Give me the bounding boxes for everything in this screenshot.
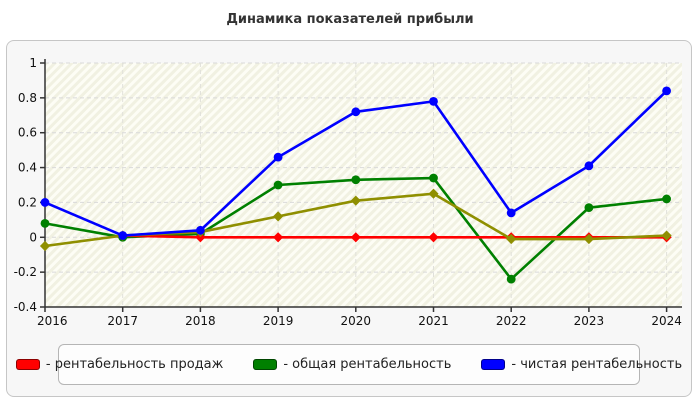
y-tick-label: 0.4 [18,161,37,175]
chart-panel: 1 0.8 0.6 0.4 0.2 0 -0.2 -0.4 2016 2017 2018 2019 20… [6,40,692,397]
x-tick-label: 2016 [37,314,68,328]
y-tick-label: 0.2 [18,195,37,209]
legend-item: - рентабельность продаж [15,357,224,372]
legend-item-label: - чистая рентабельность [511,357,683,372]
x-tick-label: 2021 [418,314,449,328]
data-point-marker [428,188,439,199]
legend-item-label: - общая рентабельность [283,357,452,372]
data-point-marker [506,208,516,218]
data-point-marker [351,107,361,117]
data-point-marker [583,233,594,245]
legend-item: - общая рентабельность [253,357,451,372]
plot-background [45,63,682,307]
data-point-marker [118,231,128,240]
data-point-marker [350,232,361,243]
legend-swatch [253,359,278,370]
legend-swatch [15,359,40,370]
x-tick-label: 2023 [574,314,605,328]
legend: - рентабельность продаж - общая рентабель… [15,344,682,385]
data-point-marker [506,274,516,284]
data-point-marker [584,203,594,213]
x-tick-label: 2018 [185,314,216,328]
data-point-marker [273,152,283,162]
data-point-marker [662,194,671,204]
data-point-marker [584,161,594,171]
data-point-marker [40,198,50,207]
x-tick-label: 2017 [107,314,138,328]
x-tick-label: 2024 [651,314,682,328]
data-point-marker [40,218,50,228]
data-point-marker [273,180,283,190]
series-line [122,234,667,239]
y-tick-label: -0.4 [14,300,37,314]
y-tick-label: 0.8 [18,91,37,105]
legend-item-label: - рентабельность продаж [45,357,224,372]
page-title: Динамика показателей прибыли [226,12,474,27]
legend-swatch [481,359,506,370]
legend-item: - чистая рентабельность [481,357,682,372]
y-tick-label: 0.6 [18,126,37,140]
y-tick-label: 0 [29,230,37,244]
x-tick-label: 2022 [496,314,527,328]
data-point-marker [196,225,205,235]
data-point-marker [662,86,671,96]
y-tick-label: -0.2 [14,265,37,279]
data-point-marker [351,175,361,185]
x-tick-label: 2019 [263,314,294,328]
data-point-marker [429,173,438,183]
y-tick-label: 1 [29,56,37,70]
data-point-marker [429,96,438,106]
x-tick-label: 2020 [341,314,372,328]
data-point-marker [350,195,361,206]
